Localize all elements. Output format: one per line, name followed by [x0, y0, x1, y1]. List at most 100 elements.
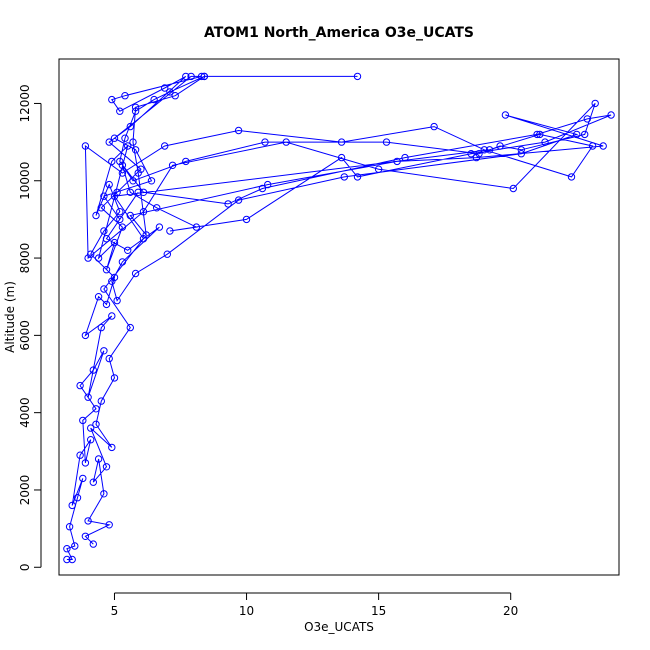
- y-tick-label: 8000: [18, 243, 32, 274]
- y-tick-label: 4000: [18, 397, 32, 428]
- data-point: [166, 227, 174, 235]
- data-point: [485, 146, 494, 154]
- data-point: [89, 540, 98, 548]
- data-point: [100, 192, 108, 200]
- data-point: [430, 122, 438, 131]
- data-point: [147, 177, 156, 185]
- data-point: [129, 177, 137, 185]
- data-point: [131, 107, 140, 115]
- data-point: [139, 235, 148, 243]
- data-point: [108, 443, 116, 452]
- data-point: [108, 95, 116, 104]
- data-point: [182, 72, 190, 81]
- data-point: [100, 490, 108, 498]
- data-point: [139, 188, 148, 197]
- data-point: [81, 459, 90, 467]
- data-point: [92, 405, 100, 413]
- data-point: [108, 312, 116, 320]
- data-point: [153, 204, 161, 212]
- data-point: [581, 130, 589, 139]
- data-point: [118, 169, 127, 177]
- data-point: [382, 138, 391, 146]
- data-point: [124, 246, 132, 255]
- x-axis: 5 10 15 20: [111, 592, 518, 618]
- data-point: [73, 494, 82, 502]
- data-point: [150, 95, 158, 104]
- data-point: [118, 223, 127, 231]
- y-tick-label: 2000: [18, 475, 32, 506]
- data-point: [100, 227, 108, 235]
- data-point: [234, 126, 243, 135]
- data-point: [224, 200, 232, 208]
- data-point: [353, 72, 362, 81]
- data-point: [102, 300, 111, 309]
- data-point: [102, 463, 111, 471]
- data-point: [573, 130, 581, 139]
- data-point: [187, 72, 195, 81]
- data-point: [102, 266, 111, 274]
- data-point: [116, 208, 124, 216]
- data-point: [182, 157, 190, 166]
- data-point: [65, 523, 74, 531]
- data-point: [89, 478, 98, 486]
- data-point: [200, 72, 209, 81]
- plot-frame: [58, 58, 620, 576]
- data-point: [353, 173, 362, 181]
- data-point: [337, 153, 346, 162]
- data-point: [76, 451, 84, 459]
- data-point: [81, 142, 90, 150]
- data-point: [496, 142, 504, 150]
- data-point: [264, 180, 272, 189]
- x-tick-label: 20: [503, 604, 518, 618]
- data-point: [517, 146, 525, 154]
- data-point: [100, 285, 108, 293]
- data-point: [126, 211, 135, 220]
- data-point: [81, 331, 90, 340]
- data-point: [261, 138, 269, 146]
- data-point: [401, 153, 409, 162]
- data-point: [583, 115, 591, 123]
- data-point: [501, 111, 510, 119]
- data-point: [591, 99, 599, 108]
- x-tick-label: 5: [111, 604, 119, 618]
- data-point: [71, 542, 79, 550]
- data-point: [79, 474, 87, 483]
- data-point: [242, 215, 251, 224]
- data-point: [155, 223, 164, 231]
- x-tick-label: 15: [371, 604, 386, 618]
- data-point: [105, 354, 113, 363]
- data-point: [197, 72, 206, 81]
- data-point: [116, 157, 124, 166]
- data-point: [63, 545, 71, 553]
- data-point: [92, 420, 100, 428]
- data-point: [81, 532, 90, 540]
- chart-title: ATOM1 North_America O3e_UCATS: [204, 25, 474, 41]
- y-tick-label: 0: [18, 563, 32, 571]
- data-point: [567, 173, 576, 181]
- data-point: [94, 455, 103, 463]
- data-point: [116, 215, 124, 224]
- data-point: [131, 146, 140, 154]
- y-tick-label: 12000: [18, 84, 32, 122]
- data-point: [129, 138, 137, 146]
- data-point: [87, 250, 95, 258]
- data-point: [110, 374, 119, 382]
- data-point: [192, 223, 201, 231]
- data-point: [68, 555, 76, 564]
- data-point: [100, 347, 108, 355]
- data-point: [121, 134, 129, 142]
- data-point: [472, 153, 481, 162]
- data-point: [161, 84, 169, 92]
- data-point: [97, 397, 106, 405]
- data-point: [118, 258, 127, 266]
- data-point: [282, 138, 290, 146]
- data-point: [131, 269, 140, 278]
- data-point: [63, 555, 71, 564]
- data-point: [92, 211, 100, 220]
- y-axis: 0 2000 4000 6000 8000 10000 12000: [18, 84, 42, 571]
- data-point: [134, 169, 142, 177]
- data-point: [161, 142, 169, 150]
- data-point: [467, 150, 475, 158]
